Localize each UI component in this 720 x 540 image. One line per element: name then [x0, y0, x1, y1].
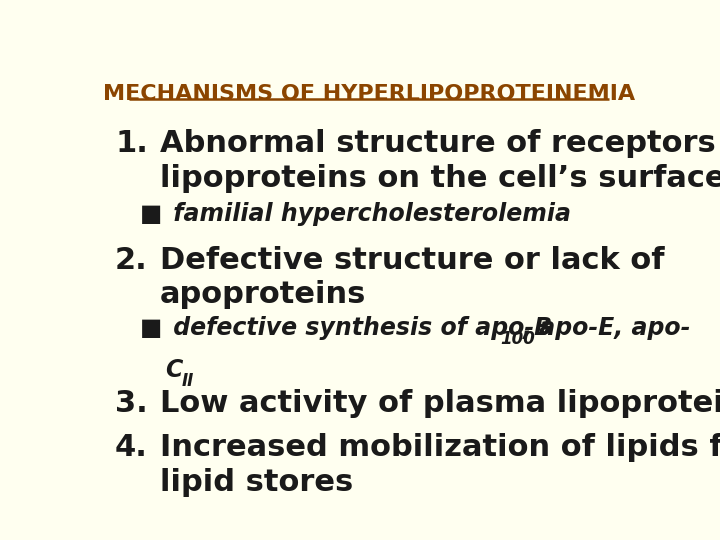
Text: ■: ■: [140, 202, 163, 226]
Text: Low activity of plasma lipoprotein lipase: Low activity of plasma lipoprotein lipas…: [160, 389, 720, 418]
Text: C: C: [166, 358, 183, 382]
Text: Increased mobilization of lipids from the
lipid stores: Increased mobilization of lipids from th…: [160, 433, 720, 497]
Text: 3.: 3.: [115, 389, 148, 418]
Text: familial hypercholesterolemia: familial hypercholesterolemia: [166, 202, 572, 226]
Text: 2.: 2.: [115, 246, 148, 275]
Text: 100: 100: [500, 330, 535, 348]
Text: MECHANISMS OF HYPERLIPOPROTEINEMIA: MECHANISMS OF HYPERLIPOPROTEINEMIA: [103, 84, 635, 104]
Text: II: II: [182, 372, 194, 390]
Text: , apo-E, apo-: , apo-E, apo-: [523, 316, 690, 340]
Text: defective synthesis of apo-B: defective synthesis of apo-B: [166, 316, 552, 340]
Text: 4.: 4.: [115, 433, 148, 462]
Text: 1.: 1.: [115, 129, 148, 158]
Text: Abnormal structure of receptors for
lipoproteins on the cell’s surface: Abnormal structure of receptors for lipo…: [160, 129, 720, 193]
Text: Defective structure or lack of
apoproteins: Defective structure or lack of apoprotei…: [160, 246, 665, 309]
Text: ■: ■: [140, 316, 163, 340]
